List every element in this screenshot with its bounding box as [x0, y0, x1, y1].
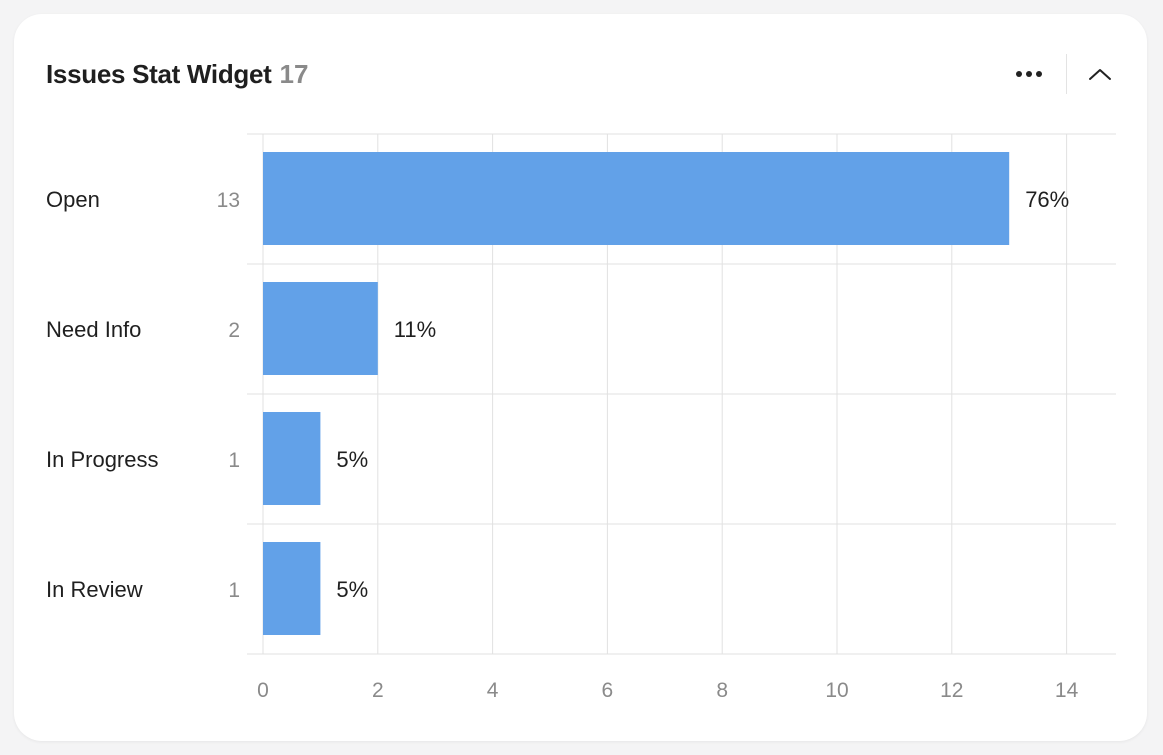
bar	[263, 412, 321, 505]
x-tick-label: 0	[257, 679, 269, 702]
issues-stat-widget: Issues Stat Widget 17 0 2 4 6 8 10 12 14 Open 13 7…	[14, 14, 1147, 741]
x-tick-label: 12	[940, 679, 963, 702]
category-label: Open	[46, 187, 100, 212]
x-tick-label: 14	[1055, 679, 1079, 702]
header-divider	[1066, 54, 1067, 94]
value-label: 1	[228, 449, 240, 472]
bar	[263, 282, 378, 375]
bar	[263, 152, 1010, 245]
percent-label: 5%	[336, 577, 368, 602]
bar	[263, 542, 321, 635]
widget-header: Issues Stat Widget 17	[46, 52, 308, 96]
category-label: Need Info	[46, 317, 141, 342]
value-label: 13	[217, 189, 240, 212]
more-dots-icon[interactable]	[1004, 54, 1054, 94]
x-tick-label: 6	[602, 679, 614, 702]
value-label: 2	[228, 319, 240, 342]
percent-label: 5%	[336, 447, 368, 472]
chevron-up-icon[interactable]	[1078, 54, 1122, 94]
category-label: In Progress	[46, 447, 159, 472]
percent-label: 11%	[394, 317, 436, 342]
x-tick-label: 2	[372, 679, 384, 702]
x-tick-label: 8	[716, 679, 728, 702]
percent-label: 76%	[1025, 187, 1069, 212]
x-tick-label: 4	[487, 679, 499, 702]
widget-count: 17	[279, 58, 309, 89]
x-tick-label: 10	[825, 679, 848, 702]
bar-chart: 0 2 4 6 8 10 12 14 Open 13 76% Need Info 2 11% In Prog…	[46, 133, 1116, 702]
category-label: In Review	[46, 577, 143, 602]
value-label: 1	[228, 579, 240, 602]
widget-title: Issues Stat Widget	[46, 58, 272, 89]
